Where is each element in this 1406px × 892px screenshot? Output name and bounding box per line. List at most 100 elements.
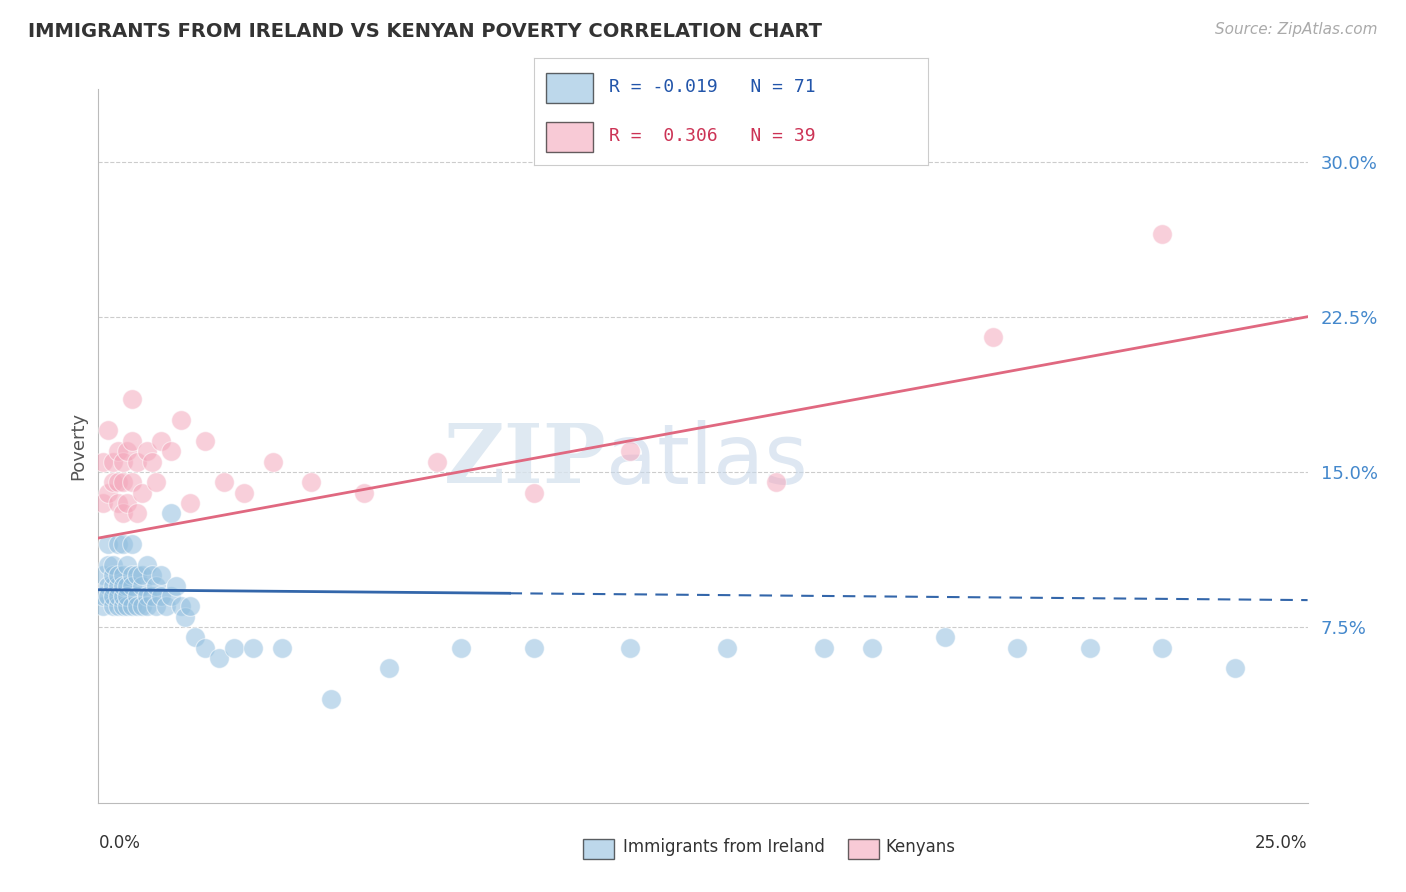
Point xyxy=(117,589,139,603)
Point xyxy=(107,568,129,582)
Text: IMMIGRANTS FROM IRELAND VS KENYAN POVERTY CORRELATION CHART: IMMIGRANTS FROM IRELAND VS KENYAN POVERT… xyxy=(28,22,823,41)
Point xyxy=(184,630,207,644)
Point xyxy=(135,444,157,458)
Point xyxy=(91,589,114,603)
Point xyxy=(174,609,197,624)
Point xyxy=(165,579,187,593)
Point xyxy=(232,485,254,500)
Point xyxy=(101,558,124,572)
Point xyxy=(169,413,191,427)
Text: 0.0%: 0.0% xyxy=(98,834,141,852)
Point xyxy=(121,579,143,593)
Point xyxy=(450,640,472,655)
Point xyxy=(107,579,129,593)
Point xyxy=(97,589,120,603)
Text: Immigrants from Ireland: Immigrants from Ireland xyxy=(623,838,825,856)
Point xyxy=(107,589,129,603)
Point xyxy=(97,558,120,572)
Point xyxy=(91,454,114,468)
FancyBboxPatch shape xyxy=(546,122,593,153)
Point xyxy=(262,454,284,468)
Point xyxy=(135,589,157,603)
Point xyxy=(107,537,129,551)
Point xyxy=(121,537,143,551)
Point xyxy=(860,640,883,655)
Point xyxy=(1152,227,1174,241)
Text: Source: ZipAtlas.com: Source: ZipAtlas.com xyxy=(1215,22,1378,37)
Point xyxy=(426,454,449,468)
Point xyxy=(111,475,134,490)
Point xyxy=(271,640,294,655)
Point xyxy=(117,558,139,572)
Point xyxy=(353,485,375,500)
Point xyxy=(208,651,231,665)
Point xyxy=(619,444,641,458)
Point xyxy=(107,599,129,614)
Text: 25.0%: 25.0% xyxy=(1256,834,1308,852)
Point xyxy=(150,434,173,448)
Point xyxy=(111,454,134,468)
Point xyxy=(101,475,124,490)
Point xyxy=(97,485,120,500)
Point xyxy=(97,537,120,551)
Point xyxy=(160,444,183,458)
Point xyxy=(523,640,546,655)
Point xyxy=(127,589,149,603)
Point xyxy=(117,496,139,510)
Point xyxy=(194,640,217,655)
Text: Kenyans: Kenyans xyxy=(886,838,956,856)
Point xyxy=(127,568,149,582)
Point xyxy=(121,475,143,490)
Point xyxy=(117,444,139,458)
Point xyxy=(127,599,149,614)
Point xyxy=(212,475,235,490)
Point xyxy=(150,568,173,582)
Point xyxy=(97,424,120,438)
Point xyxy=(111,589,134,603)
Point xyxy=(111,506,134,520)
Point xyxy=(131,599,153,614)
Point xyxy=(101,454,124,468)
Point xyxy=(101,589,124,603)
Point xyxy=(97,579,120,593)
Point xyxy=(145,599,167,614)
Point xyxy=(169,599,191,614)
Point xyxy=(1007,640,1029,655)
Point xyxy=(242,640,264,655)
Point xyxy=(155,599,177,614)
Text: R =  0.306   N = 39: R = 0.306 N = 39 xyxy=(609,128,815,145)
Point xyxy=(121,599,143,614)
Point xyxy=(1152,640,1174,655)
Point xyxy=(981,330,1004,344)
Point xyxy=(101,579,124,593)
Point xyxy=(813,640,835,655)
Point xyxy=(107,444,129,458)
Point xyxy=(101,568,124,582)
Point xyxy=(145,579,167,593)
Point xyxy=(131,579,153,593)
Text: R = -0.019   N = 71: R = -0.019 N = 71 xyxy=(609,78,815,95)
Point xyxy=(145,475,167,490)
Point xyxy=(319,692,342,706)
Point xyxy=(160,589,183,603)
Point xyxy=(121,392,143,407)
Point xyxy=(127,454,149,468)
Point xyxy=(101,599,124,614)
Y-axis label: Poverty: Poverty xyxy=(69,412,87,480)
FancyBboxPatch shape xyxy=(546,73,593,103)
Point xyxy=(111,537,134,551)
Point xyxy=(194,434,217,448)
Point xyxy=(141,454,163,468)
Point xyxy=(179,496,201,510)
Point xyxy=(131,568,153,582)
Point xyxy=(121,568,143,582)
Point xyxy=(619,640,641,655)
Point xyxy=(117,579,139,593)
Point xyxy=(111,579,134,593)
Point xyxy=(1223,661,1246,675)
Text: atlas: atlas xyxy=(606,420,808,500)
Point xyxy=(131,485,153,500)
Point xyxy=(150,589,173,603)
Point xyxy=(91,496,114,510)
Point xyxy=(91,599,114,614)
